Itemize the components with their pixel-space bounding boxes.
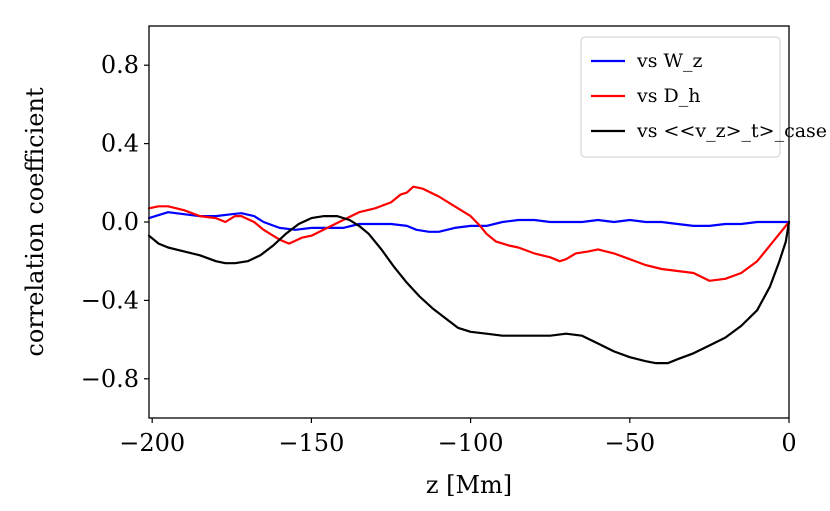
y-tick-label: 0.0 xyxy=(101,208,139,236)
y-tick-label: −0.4 xyxy=(81,286,139,314)
legend-label-wz: vs W_z xyxy=(636,50,703,72)
legend-label-vz: vs <<v_z>_t>_case xyxy=(636,120,827,142)
series-line-1 xyxy=(147,185,791,282)
y-axis-label: correlation coefficient xyxy=(21,87,49,356)
x-tick-label: −200 xyxy=(119,429,185,457)
y-tick-label: 0.4 xyxy=(101,130,139,158)
legend: vs W_z vs D_h vs <<v_z>_t>_case xyxy=(580,36,827,158)
x-axis-label: z [Mm] xyxy=(426,471,512,499)
series-layer xyxy=(147,185,791,365)
y-tick-label: −0.8 xyxy=(81,365,139,393)
x-tick-label: 0 xyxy=(781,429,796,457)
x-tick-label: −50 xyxy=(604,429,655,457)
legend-label-dh: vs D_h xyxy=(636,85,701,107)
legend-box xyxy=(580,36,781,158)
ticks-layer: −200 −150 −100 −50 0 −0.8 −0.4 0.0 0.4 0.8 xyxy=(81,51,797,457)
x-tick-label: −100 xyxy=(438,429,504,457)
series-line-0 xyxy=(147,211,791,233)
y-tick-label: 0.8 xyxy=(101,51,139,79)
x-tick-label: −150 xyxy=(278,429,344,457)
series-line-2 xyxy=(147,215,791,365)
